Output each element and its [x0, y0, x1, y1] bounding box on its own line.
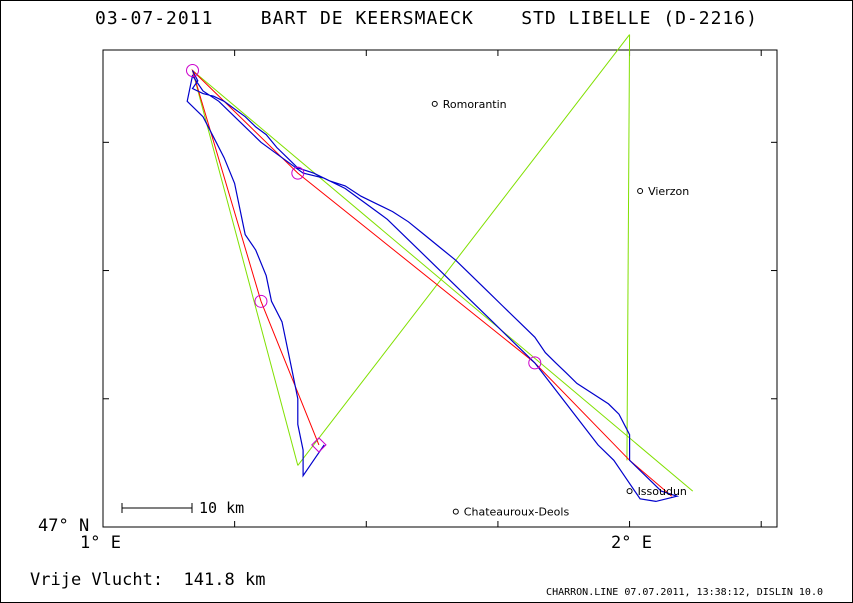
- sector-line-0: [192, 70, 694, 492]
- x-tick-label-2e: 2° E: [611, 533, 652, 553]
- flight-title: 03-07-2011 BART DE KEERSMAECK STD LIBELL…: [0, 8, 853, 29]
- map-border: [102, 49, 778, 528]
- distance-readout: Vrije Vlucht: 141.8 km: [30, 570, 265, 590]
- axis-ticks: [102, 50, 777, 528]
- finish-marker: [311, 437, 327, 453]
- turnpoint-markers: [186, 64, 542, 453]
- place-label-0: Romorantin: [443, 98, 507, 111]
- credits-line: CHARRON.LINE 07.07.2011, 13:38:12, DISLI…: [546, 587, 823, 598]
- scale-bar: 10 km: [121, 499, 244, 517]
- distance-value: 141.8 km: [183, 570, 266, 590]
- place-label-3: Chateauroux-Deols: [464, 506, 570, 519]
- place-dot-0: [431, 100, 438, 107]
- turnpoint-marker-3: [254, 294, 268, 308]
- place-dot-3: [452, 508, 459, 515]
- sector-line-1: [192, 70, 299, 466]
- sector-lines: [192, 34, 694, 492]
- x-tick-label-1e: 1° E: [80, 533, 121, 553]
- place-dot-1: [637, 188, 644, 195]
- scale-bar-label: 10 km: [199, 499, 244, 517]
- place-dot-2: [626, 488, 633, 495]
- turnpoint-marker-0: [186, 64, 200, 78]
- turnpoint-marker-1: [291, 166, 305, 180]
- place-markers: Romorantin Vierzon Issoudun Chateauroux-Deo…: [431, 98, 689, 519]
- task-route-line: [191, 68, 673, 497]
- distance-label: Vrije Vlucht:: [30, 570, 164, 590]
- turnpoint-marker-2: [528, 356, 542, 370]
- place-label-1: Vierzon: [648, 185, 689, 198]
- place-label-2: Issoudun: [638, 485, 687, 498]
- sector-line-2: [297, 34, 630, 466]
- pilot-name: BART DE KEERSMAECK: [260, 8, 474, 29]
- y-axis-label: 47° N: [38, 516, 90, 536]
- sector-line-3: [626, 34, 631, 461]
- glider-name: STD LIBELLE (D-2216): [521, 8, 758, 29]
- flight-date: 03-07-2011: [95, 8, 214, 29]
- flight-track: [186, 70, 680, 503]
